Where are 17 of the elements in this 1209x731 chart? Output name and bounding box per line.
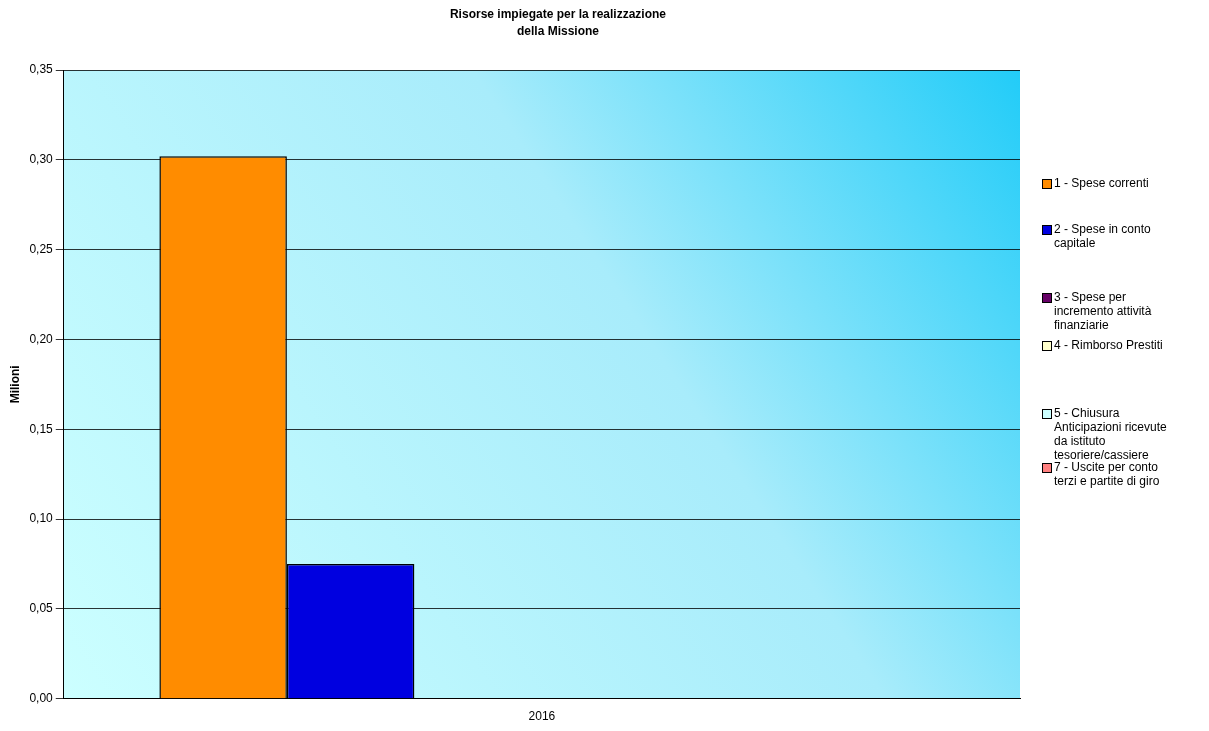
- chart-title: Risorse impiegate per la realizzazione della Missione: [448, 6, 668, 40]
- y-tick-label: 0,15: [29, 421, 54, 436]
- y-tick-label: 0,10: [29, 511, 54, 526]
- y-tick-label: 0,00: [29, 690, 54, 705]
- y-tick-label: 0,05: [29, 601, 54, 616]
- y-tick-label: 0,25: [29, 241, 54, 256]
- legend-label: 5 - Chiusura Anticipazioni ricevute da istituto tesoriere/cassiere: [1054, 406, 1168, 462]
- y-tick-label: 0,20: [29, 331, 54, 346]
- legend-label: 3 - Spese per incremento attività finanziarie: [1054, 290, 1153, 332]
- y-axis-title: Milioni: [7, 365, 22, 404]
- x-tick-label: 2016: [528, 709, 556, 724]
- text: 1 - Spese correnti: [1054, 176, 1149, 190]
- legend-label: 7 - Uscite per conto terzi e partite di giro: [1054, 460, 1161, 488]
- y-tick-label: 0,35: [29, 62, 54, 77]
- y-tick-label: 0,30: [29, 152, 54, 167]
- legend-label: 4 - Rimborso Prestiti: [1054, 338, 1163, 352]
- legend-label: 2 - Spese in conto capitale: [1054, 222, 1152, 250]
